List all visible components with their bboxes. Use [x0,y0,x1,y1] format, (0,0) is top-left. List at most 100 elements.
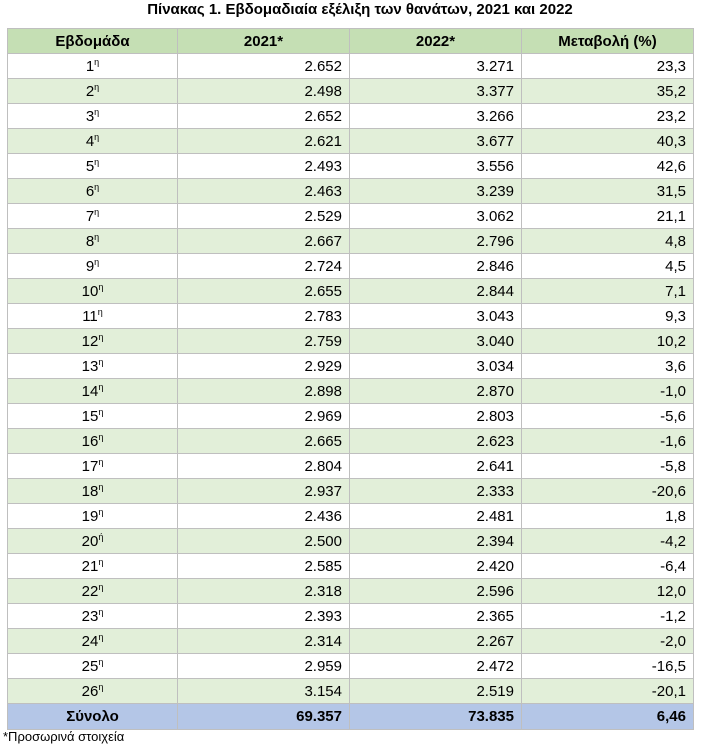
table-row: 21η 2.585 2.420 -6,4 [7,553,694,579]
value-change: 9,3 [521,303,694,329]
week-cell: 7η [7,203,178,229]
value-change: -6,4 [521,553,694,579]
table-row: 12η 2.759 3.040 10,2 [7,328,694,354]
week-number: 21 [81,557,99,575]
week-cell: 24η [7,628,178,654]
week-cell: 14η [7,378,178,404]
value-change: 4,8 [521,228,694,254]
week-ordinal-suffix: η [98,281,104,292]
value-2022: 3.377 [349,78,522,104]
week-cell: 13η [7,353,178,379]
value-2021: 2.621 [177,128,350,154]
week-number: 5 [85,157,95,175]
table-row: 10η 2.655 2.844 7,1 [7,278,694,304]
table-row: 19η 2.436 2.481 1,8 [7,503,694,529]
table-title: Πίνακας 1. Εβδομαδιαία εξέλιξη των θανάτ… [147,1,573,18]
week-ordinal-suffix: η [94,256,100,267]
week-ordinal-suffix: η [94,181,100,192]
value-change: 7,1 [521,278,694,304]
week-ordinal-suffix: η [98,656,104,667]
week-cell: 9η [7,253,178,279]
header-2022: 2022* [349,28,522,54]
week-ordinal-suffix: η [98,581,104,592]
table-row: 5η 2.493 3.556 42,6 [7,153,694,179]
value-2022: 2.641 [349,453,522,479]
header-change: Μεταβολή (%) [521,28,694,54]
week-ordinal-suffix: η [94,206,100,217]
value-2022: 2.333 [349,478,522,504]
value-2021: 2.314 [177,628,350,654]
value-change: 42,6 [521,153,694,179]
value-change: -20,1 [521,678,694,704]
value-2022: 2.267 [349,628,522,654]
week-number: 25 [81,657,99,675]
header-row: Εβδομάδα 2021* 2022* Μεταβολή (%) [7,28,694,54]
value-2021: 2.500 [177,528,350,554]
week-cell: 26η [7,678,178,704]
value-2021: 2.898 [177,378,350,404]
week-ordinal-suffix: η [98,356,104,367]
table-row: 18η 2.937 2.333 -20,6 [7,478,694,504]
value-2022: 3.040 [349,328,522,354]
week-number: 3 [85,107,95,125]
value-2021: 2.724 [177,253,350,279]
table-row: 14η 2.898 2.870 -1,0 [7,378,694,404]
value-2022: 3.271 [349,53,522,79]
value-2021: 2.652 [177,53,350,79]
value-2021: 2.652 [177,103,350,129]
value-2021: 2.667 [177,228,350,254]
table-row: 25η 2.959 2.472 -16,5 [7,653,694,679]
value-change: 12,0 [521,578,694,604]
week-ordinal-suffix: η [98,506,104,517]
value-change: 23,3 [521,53,694,79]
week-cell: 23η [7,603,178,629]
value-change: 4,5 [521,253,694,279]
week-number: 7 [85,207,95,225]
table-row: 1η 2.652 3.271 23,3 [7,53,694,79]
value-change: -1,2 [521,603,694,629]
week-ordinal-suffix: η [98,406,104,417]
value-2022: 2.846 [349,253,522,279]
week-cell: 22η [7,578,178,604]
table-row: 23η 2.393 2.365 -1,2 [7,603,694,629]
week-number: 8 [85,232,95,250]
deaths-table: Εβδομάδα 2021* 2022* Μεταβολή (%) 1η 2.65… [7,28,694,730]
week-cell: 17η [7,453,178,479]
value-2022: 3.266 [349,103,522,129]
value-2022: 3.556 [349,153,522,179]
week-cell: 18η [7,478,178,504]
value-2021: 2.929 [177,353,350,379]
value-2021: 2.498 [177,78,350,104]
value-change: 40,3 [521,128,694,154]
week-number: 11 [82,307,98,325]
table-row: 7η 2.529 3.062 21,1 [7,203,694,229]
value-change: 1,8 [521,503,694,529]
table-row: 8η 2.667 2.796 4,8 [7,228,694,254]
week-cell: 20ή [7,528,178,554]
value-2021: 2.318 [177,578,350,604]
value-2022: 2.796 [349,228,522,254]
value-2021: 2.959 [177,653,350,679]
total-2021: 69.357 [177,703,350,730]
value-change: -1,0 [521,378,694,404]
week-number: 19 [81,507,99,525]
week-cell: 15η [7,403,178,429]
value-2021: 2.759 [177,328,350,354]
value-change: 10,2 [521,328,694,354]
value-2022: 3.043 [349,303,522,329]
week-ordinal-suffix: ή [98,531,104,542]
week-cell: 2η [7,78,178,104]
value-2022: 3.239 [349,178,522,204]
table-row: 17η 2.804 2.641 -5,8 [7,453,694,479]
week-number: 23 [81,607,99,625]
value-change: 21,1 [521,203,694,229]
value-change: 31,5 [521,178,694,204]
value-2021: 2.529 [177,203,350,229]
value-change: 35,2 [521,78,694,104]
value-2022: 2.420 [349,553,522,579]
week-number: 10 [81,282,99,300]
table-row: 4η 2.621 3.677 40,3 [7,128,694,154]
week-ordinal-suffix: η [94,81,100,92]
table-row: 13η 2.929 3.034 3,6 [7,353,694,379]
week-number: 4 [85,132,95,150]
